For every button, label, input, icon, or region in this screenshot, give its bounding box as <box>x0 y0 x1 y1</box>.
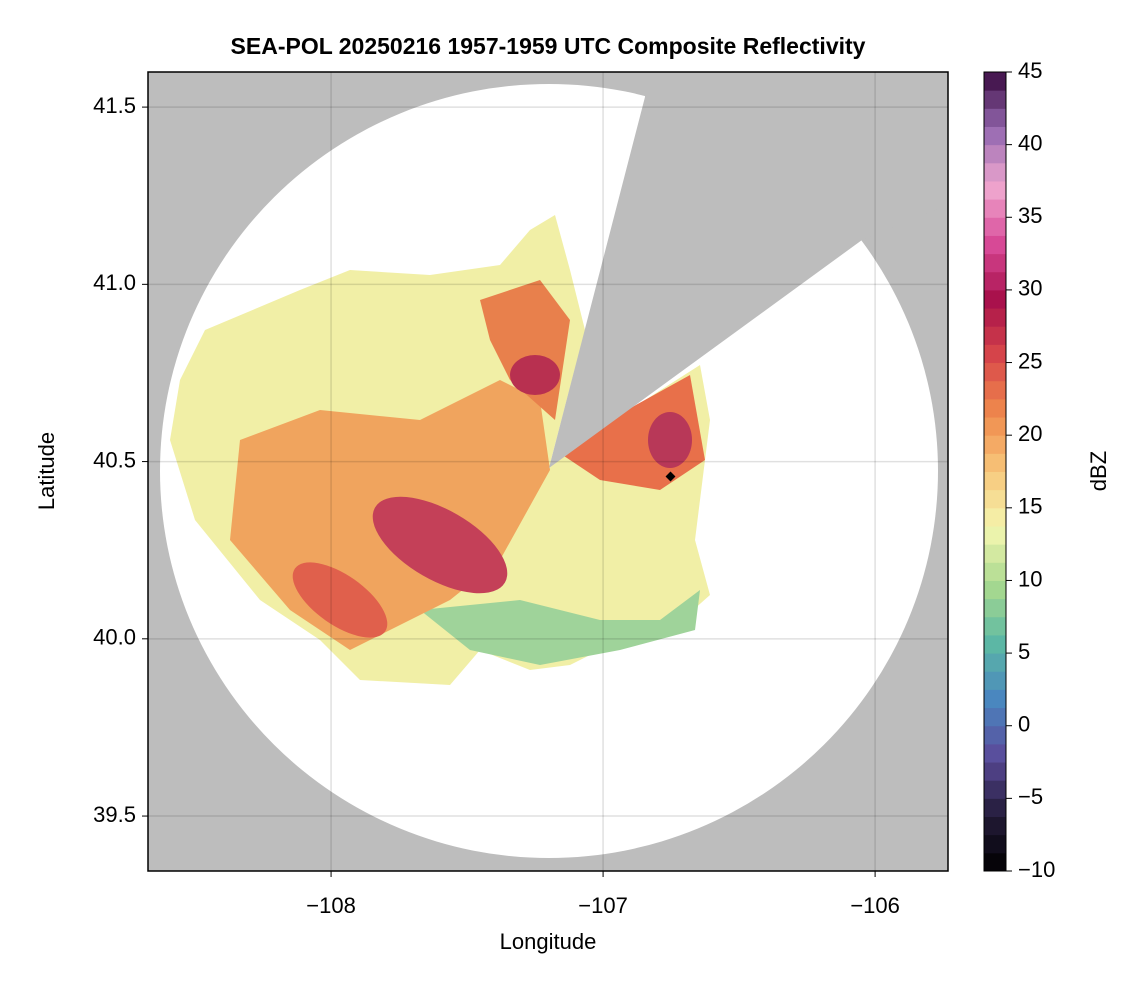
colorbar-bin <box>984 271 1006 291</box>
colorbar-bin <box>984 725 1006 745</box>
echo-core <box>292 562 388 638</box>
y-tick-label: 40.0 <box>93 625 136 650</box>
colorbar-bin <box>984 580 1006 600</box>
colorbar-bin <box>984 489 1006 509</box>
colorbar-bin <box>984 108 1006 127</box>
colorbar-bin <box>984 162 1006 182</box>
colorbar-tick-label: 25 <box>1018 348 1042 373</box>
site-marker <box>665 471 676 482</box>
colorbar-bin <box>984 398 1006 418</box>
colorbar-tick-label: 10 <box>1018 566 1042 591</box>
colorbar-frame <box>983 71 1007 872</box>
colorbar-tick-label: 0 <box>1018 712 1030 737</box>
colorbar-bin <box>984 507 1006 527</box>
colorbar-bin <box>984 380 1006 400</box>
colorbar-tick-label: 5 <box>1018 639 1030 664</box>
colorbar-bin <box>984 72 1006 91</box>
y-tick-label: 40.5 <box>93 447 136 472</box>
colorbar-bin <box>984 235 1006 255</box>
colorbar-tick-label: 30 <box>1018 276 1042 301</box>
colorbar-bin <box>984 308 1006 327</box>
colorbar-bin <box>984 562 1006 581</box>
colorbar-bin <box>984 816 1006 836</box>
colorbar-bin <box>984 743 1006 763</box>
colorbar-bin <box>984 435 1006 454</box>
colorbar-tick-label: 40 <box>1018 130 1042 155</box>
colorbar-bin <box>984 689 1006 709</box>
x-tick-label: −108 <box>306 893 356 918</box>
colorbar-tick-label: −5 <box>1018 784 1043 809</box>
echo-core <box>648 412 692 468</box>
colorbar-bin <box>984 634 1006 654</box>
colorbar-bin <box>984 653 1006 672</box>
colorbar-bin <box>984 453 1006 472</box>
colorbar-tick-label: 35 <box>1018 203 1042 228</box>
colorbar-bin <box>984 762 1006 781</box>
colorbar-bin <box>984 344 1006 364</box>
blocked-sector <box>549 72 948 468</box>
colorbar-tick-label: 20 <box>1018 421 1042 446</box>
colorbar-bin <box>984 199 1006 218</box>
colorbar-bin <box>984 598 1006 618</box>
y-tick-label: 41.0 <box>93 270 136 295</box>
y-tick-label: 41.5 <box>93 93 136 118</box>
colorbar-bin <box>984 834 1006 854</box>
colorbar-bin <box>984 544 1006 563</box>
grid <box>148 72 948 871</box>
colorbar-label: dBZ <box>1086 451 1111 491</box>
colorbar-bin <box>984 780 1006 799</box>
echo-core <box>372 496 508 594</box>
plot-frame <box>147 71 949 872</box>
echo-core <box>510 355 560 395</box>
colorbar-bin <box>984 144 1006 164</box>
colorbar-bin <box>984 798 1006 818</box>
colorbar-bin <box>984 126 1006 146</box>
colorbar-bin <box>984 471 1006 491</box>
radar-field <box>160 72 948 858</box>
colorbar-tick-label: 15 <box>1018 494 1042 519</box>
x-tick-label: −107 <box>578 893 628 918</box>
y-tick-label: 39.5 <box>93 802 136 827</box>
y-axis-label: Latitude <box>34 432 59 510</box>
colorbar-bin <box>984 525 1006 545</box>
colorbar-tick-label: −10 <box>1018 857 1055 882</box>
colorbar-bin <box>984 326 1006 345</box>
colorbar-bin <box>984 671 1006 690</box>
colorbar-bin <box>984 707 1006 727</box>
colorbar-bin <box>984 417 1006 436</box>
x-tick-label: −106 <box>850 893 900 918</box>
colorbar-bin <box>984 90 1006 109</box>
colorbar-bin <box>984 616 1006 636</box>
colorbar-bin <box>984 180 1006 200</box>
chart-title: SEA-POL 20250216 1957-1959 UTC Composite… <box>231 33 866 59</box>
colorbar-bin <box>984 362 1006 382</box>
colorbar-bin <box>984 852 1006 872</box>
colorbar-tick-label: 45 <box>1018 58 1042 83</box>
colorbar-bin <box>984 253 1006 273</box>
echo-edge <box>420 590 700 665</box>
x-axis-label: Longitude <box>500 929 597 954</box>
colorbar-bin <box>984 217 1006 236</box>
colorbar-bin <box>984 289 1006 309</box>
